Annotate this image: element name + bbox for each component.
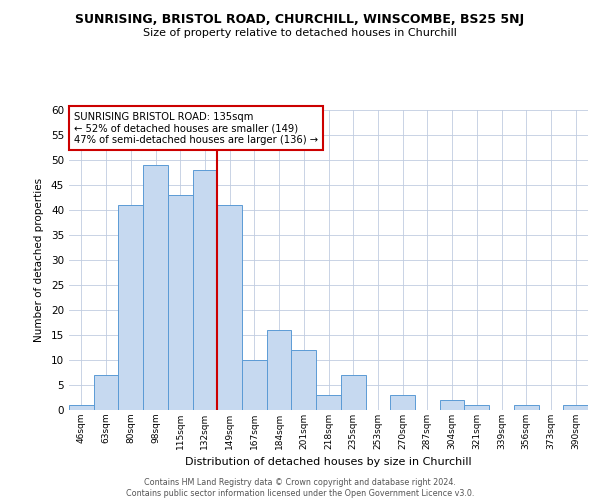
Y-axis label: Number of detached properties: Number of detached properties [34,178,44,342]
Text: SUNRISING BRISTOL ROAD: 135sqm
← 52% of detached houses are smaller (149)
47% of: SUNRISING BRISTOL ROAD: 135sqm ← 52% of … [74,112,319,144]
Bar [390,395,415,410]
Bar [193,170,217,410]
Text: SUNRISING, BRISTOL ROAD, CHURCHILL, WINSCOMBE, BS25 5NJ: SUNRISING, BRISTOL ROAD, CHURCHILL, WINS… [76,12,524,26]
Bar [267,330,292,410]
Bar [316,395,341,410]
Bar [341,375,365,410]
Bar [69,405,94,410]
Bar [94,375,118,410]
X-axis label: Distribution of detached houses by size in Churchill: Distribution of detached houses by size … [185,458,472,468]
Bar [464,405,489,410]
Text: Contains HM Land Registry data © Crown copyright and database right 2024.
Contai: Contains HM Land Registry data © Crown c… [126,478,474,498]
Bar [440,400,464,410]
Bar [217,205,242,410]
Bar [242,360,267,410]
Bar [118,205,143,410]
Bar [143,165,168,410]
Bar [292,350,316,410]
Bar [514,405,539,410]
Bar [168,195,193,410]
Text: Size of property relative to detached houses in Churchill: Size of property relative to detached ho… [143,28,457,38]
Bar [563,405,588,410]
